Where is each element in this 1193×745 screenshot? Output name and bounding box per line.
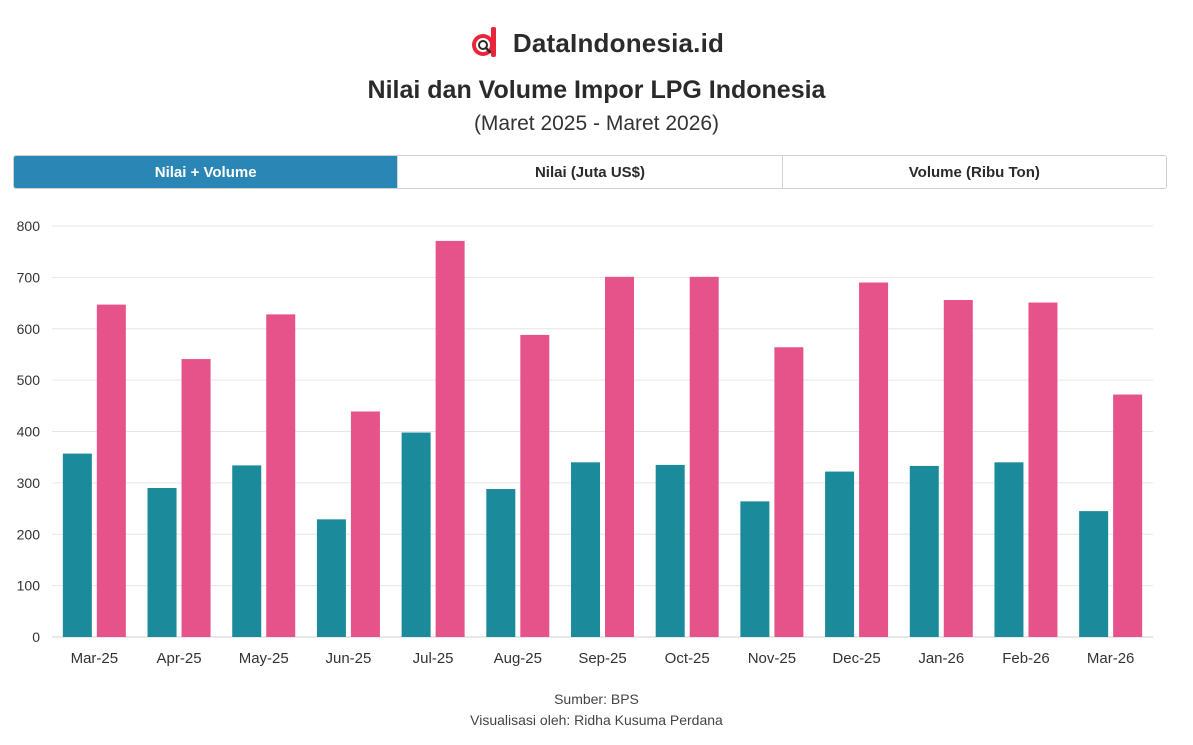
y-tick-label: 800 [17, 218, 41, 234]
y-tick-label: 500 [17, 372, 41, 388]
volume-bar [774, 347, 804, 637]
y-tick-label: 200 [17, 526, 41, 542]
volume-bar [943, 299, 973, 637]
nilai-bar [740, 501, 770, 637]
x-tick-label: Feb-26 [1002, 650, 1050, 667]
x-tick-label: Mar-25 [71, 650, 119, 667]
x-tick-label: Dec-25 [832, 650, 880, 667]
nilai-bar [316, 519, 346, 637]
volume-bar [1113, 394, 1143, 637]
chart-title: Nilai dan Volume Impor LPG Indonesia [367, 76, 826, 104]
x-tick-label: Sep-25 [578, 650, 626, 667]
nilai-bar [825, 471, 855, 637]
tab-volume[interactable]: Volume (Ribu Ton) [781, 156, 1166, 188]
x-tick-label: Apr-25 [157, 650, 202, 667]
volume-bar [181, 359, 211, 637]
y-tick-label: 0 [32, 629, 40, 645]
volume-bar [350, 411, 380, 637]
y-tick-label: 700 [17, 269, 41, 285]
nilai-bar [655, 464, 685, 637]
volume-bar [520, 334, 550, 637]
x-tick-label: Jun-25 [325, 650, 371, 667]
dataindonesia-logo-icon [471, 27, 496, 57]
nilai-bar [1079, 511, 1109, 637]
volume-bar [1028, 302, 1058, 637]
y-tick-label: 300 [17, 475, 41, 491]
view-tabs: Nilai + Volume Nilai (Juta US$) Volume (… [13, 155, 1167, 189]
x-tick-label: Jan-26 [918, 650, 964, 667]
y-tick-label: 100 [17, 578, 41, 594]
nilai-bar [486, 489, 516, 637]
nilai-bar [62, 453, 92, 637]
nilai-bar [909, 465, 939, 637]
source-note: Sumber: BPS [554, 691, 639, 707]
volume-bar [605, 276, 634, 637]
y-tick-label: 400 [17, 424, 41, 440]
x-tick-label: Oct-25 [665, 650, 710, 667]
tab-nilai[interactable]: Nilai (Juta US$) [397, 156, 782, 188]
nilai-bar [401, 432, 431, 637]
chart-subtitle: (Maret 2025 - Maret 2026) [473, 112, 720, 135]
tab-nilai-volume[interactable]: Nilai + Volume [14, 156, 398, 188]
x-tick-label: May-25 [239, 650, 289, 667]
volume-bar [859, 282, 889, 637]
x-tick-label: Aug-25 [494, 650, 542, 667]
x-tick-label: Nov-25 [748, 650, 796, 667]
y-tick-label: 600 [17, 321, 41, 337]
volume-bar [689, 276, 719, 637]
bar-chart: 0 100 200 300 400 500 600 700 800 Mar-25 Apr-25 May… [17, 218, 1153, 667]
nilai-bar [147, 488, 177, 637]
volume-bar [266, 314, 296, 637]
volume-bar [435, 240, 465, 637]
nilai-bar [571, 462, 600, 637]
brand-header: DataIndonesia.id [0, 26, 1193, 60]
x-tick-label: Jul-25 [413, 650, 454, 667]
x-tick-label: Mar-26 [1087, 650, 1135, 667]
brand-name: DataIndonesia.id [512, 27, 725, 58]
nilai-bar [994, 462, 1024, 637]
nilai-bar [232, 465, 262, 637]
volume-bar [96, 304, 126, 637]
credit-note: Visualisasi oleh: Ridha Kusuma Perdana [470, 712, 723, 728]
